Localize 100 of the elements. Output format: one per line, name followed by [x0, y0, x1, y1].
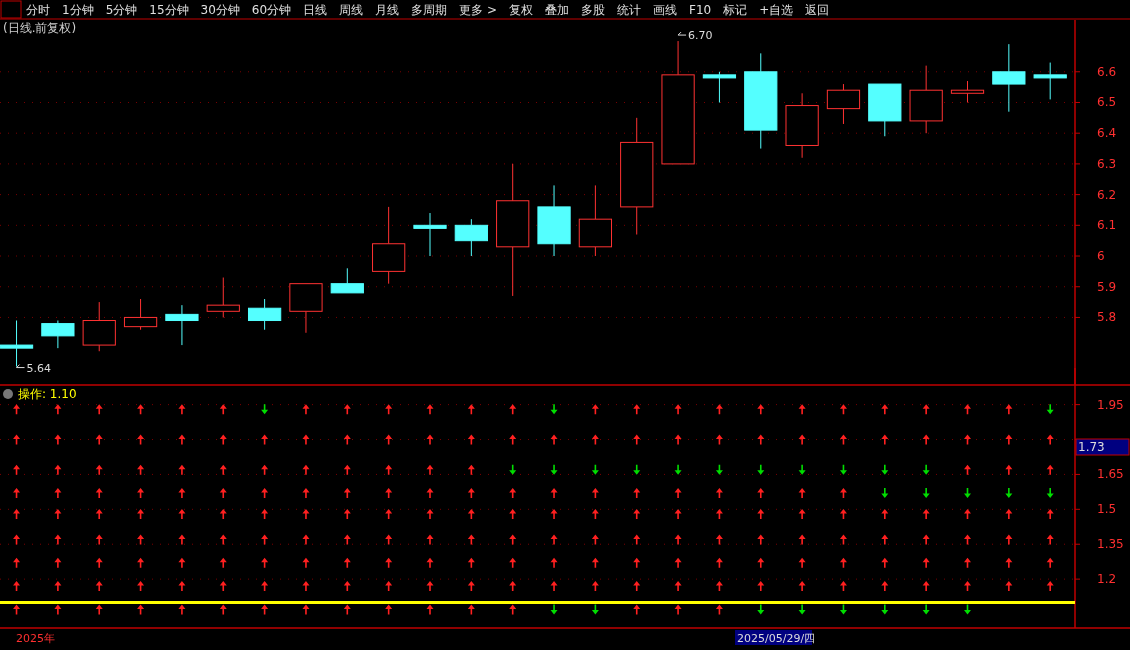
point [95, 488, 103, 499]
point [674, 534, 682, 545]
point [715, 404, 723, 415]
point [54, 534, 62, 545]
point [633, 604, 641, 615]
point [839, 488, 847, 499]
point [302, 534, 310, 545]
point [674, 604, 682, 615]
point [302, 434, 310, 445]
candlestick [578, 184, 613, 257]
point [178, 534, 186, 545]
point [550, 434, 558, 445]
point [426, 488, 434, 499]
text: 1分钟 [62, 3, 94, 17]
point [757, 404, 765, 415]
point [881, 508, 889, 519]
point [426, 557, 434, 568]
candlestick [41, 320, 75, 349]
point [13, 488, 21, 499]
point [302, 581, 310, 592]
point [137, 581, 145, 592]
point [633, 581, 641, 592]
point [922, 557, 930, 568]
point [550, 581, 558, 592]
text: +自选 [759, 3, 794, 17]
point [798, 508, 806, 519]
point [881, 604, 889, 615]
point [757, 534, 765, 545]
point [922, 534, 930, 545]
point [95, 534, 103, 545]
point [178, 508, 186, 519]
point [219, 557, 227, 568]
point [922, 508, 930, 519]
point [550, 508, 558, 519]
y-tick-label: 1.35 [1097, 537, 1124, 552]
y-tick-label: 1.2 [1097, 572, 1117, 587]
point [881, 434, 889, 445]
text: 标记 [722, 3, 748, 17]
text: 周线 [339, 3, 364, 17]
candlestick [620, 117, 654, 236]
point [798, 464, 806, 475]
point [219, 508, 227, 519]
point [95, 557, 103, 568]
point [302, 604, 310, 615]
point [343, 581, 351, 592]
point [426, 534, 434, 545]
text: 2025/05/29/四 [737, 632, 816, 645]
point [591, 464, 599, 475]
point [881, 404, 889, 415]
y-tick-label: 1.5 [1097, 502, 1117, 517]
point [261, 581, 269, 592]
point [385, 488, 393, 499]
point [798, 557, 806, 568]
y-tick-label: 6.3 [1097, 156, 1117, 171]
point [798, 534, 806, 545]
point [1005, 581, 1013, 592]
candlestick [744, 52, 778, 150]
point [219, 488, 227, 499]
point [1005, 464, 1013, 475]
point [633, 534, 641, 545]
y-tick-label: 6 [1097, 249, 1105, 264]
point [633, 434, 641, 445]
text: 多周期 [411, 3, 448, 17]
point [922, 434, 930, 445]
point [674, 557, 682, 568]
text: 返回 [805, 3, 830, 17]
point [426, 464, 434, 475]
point [550, 488, 558, 499]
point [426, 434, 434, 445]
point [633, 488, 641, 499]
point [922, 581, 930, 592]
point [922, 488, 930, 499]
point [1046, 581, 1054, 592]
point [1046, 557, 1054, 568]
point [798, 434, 806, 445]
point [674, 464, 682, 475]
point [95, 508, 103, 519]
point [674, 508, 682, 519]
point [426, 581, 434, 592]
point [633, 508, 641, 519]
point [1005, 488, 1013, 499]
candlestick [413, 212, 447, 257]
point [219, 464, 227, 475]
y-tick-label: 1.95 [1097, 397, 1124, 412]
point [467, 581, 475, 592]
text: 日线 [303, 3, 328, 17]
point [137, 488, 145, 499]
point [591, 404, 599, 415]
point [757, 604, 765, 615]
candlestick [123, 298, 158, 331]
point [302, 488, 310, 499]
point [674, 488, 682, 499]
point [178, 488, 186, 499]
text: F10 [689, 3, 712, 17]
y-tick-label: 1.65 [1097, 467, 1124, 482]
point [54, 581, 62, 592]
point [95, 434, 103, 445]
point [1046, 404, 1054, 415]
y-tick-label: 6.1 [1097, 218, 1117, 233]
point [13, 581, 21, 592]
